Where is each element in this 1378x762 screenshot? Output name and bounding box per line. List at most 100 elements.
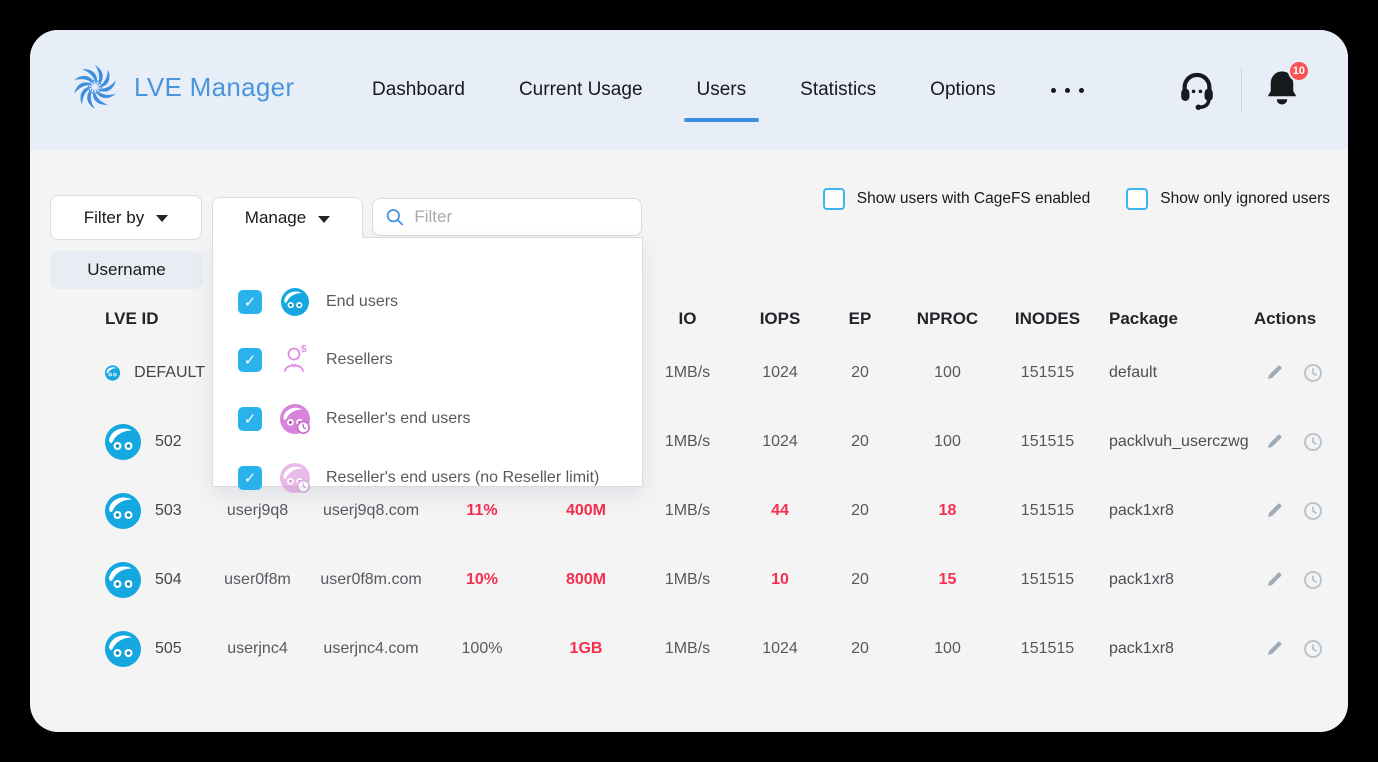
app-logo: LVE Manager — [70, 62, 294, 112]
col-header-inodes[interactable]: INODES — [1014, 309, 1081, 328]
ep-value: 20 — [851, 432, 869, 450]
dropdown-item-end-users[interactable]: ✓ End users — [213, 282, 642, 322]
ignored-users-checkbox[interactable] — [1126, 188, 1149, 210]
top-header: LVE Manager Dashboard Current Usage User… — [30, 30, 1348, 150]
col-header-package[interactable]: Package — [1109, 309, 1178, 328]
domain: userjnc4.com — [323, 639, 419, 657]
table-row: DEFAULT 1MB/s 1024 20 100 151515 default — [50, 338, 1330, 407]
svg-text:$: $ — [301, 344, 307, 355]
tab-statistics[interactable]: Statistics — [800, 79, 877, 100]
inodes-value: 151515 — [1020, 501, 1075, 519]
cpu-value: 100% — [461, 639, 503, 657]
col-header-iops[interactable]: IOPS — [759, 309, 801, 328]
dropdown-item-reseller-end-users[interactable]: ✓ Reseller's end users — [213, 399, 642, 439]
notifications-button[interactable]: 10 — [1264, 59, 1310, 113]
table-row: 502 1MB/s 1024 20 100 151515 packlvuh_us… — [50, 407, 1330, 476]
edit-pencil-icon[interactable] — [1264, 362, 1284, 384]
memory-value: 800M — [565, 570, 607, 588]
lve-logo-icon — [71, 64, 119, 110]
io-value: 1MB/s — [664, 432, 711, 450]
cagefs-checkbox[interactable] — [822, 188, 845, 210]
checked-checkbox[interactable]: ✓ — [238, 290, 262, 314]
col-header-ep[interactable]: EP — [848, 309, 872, 328]
cagefs-checkbox-label: Show users with CageFS enabled — [856, 190, 1091, 207]
end-user-avatar-icon — [105, 561, 141, 598]
history-clock-icon[interactable] — [1302, 362, 1324, 384]
chevron-down-icon — [156, 215, 169, 222]
col-header-nproc[interactable]: NPROC — [916, 309, 979, 328]
username: user0f8m — [224, 570, 291, 588]
reseller-end-user-icon — [280, 404, 310, 434]
edit-pencil-icon[interactable] — [1264, 638, 1284, 660]
package-name: default — [1109, 363, 1158, 381]
chevron-down-icon — [318, 215, 331, 223]
ignored-users-checkbox-item[interactable]: Show only ignored users — [1126, 188, 1330, 210]
dropdown-item-reseller-end-users-nolimit[interactable]: ✓ Reseller's end users (no Reseller limi… — [213, 458, 642, 498]
lve-id: 504 — [155, 570, 182, 588]
lve-id: DEFAULT — [134, 363, 205, 381]
app-window: LVE Manager Dashboard Current Usage User… — [30, 30, 1348, 732]
iops-value: 10 — [771, 570, 789, 588]
history-clock-icon[interactable] — [1302, 500, 1324, 522]
inodes-value: 151515 — [1020, 639, 1075, 657]
history-clock-icon[interactable] — [1302, 569, 1324, 591]
cagefs-checkbox-item[interactable]: Show users with CageFS enabled — [822, 188, 1091, 210]
table-row: 503 userj9q8 userj9q8.com 11% 400M 1MB/s… — [50, 476, 1330, 545]
lve-id: 502 — [155, 432, 182, 450]
ep-value: 20 — [851, 501, 869, 519]
memory-value: 400M — [565, 501, 607, 519]
notification-count-badge: 10 — [1287, 59, 1310, 82]
history-clock-icon[interactable] — [1302, 431, 1324, 453]
table-row: 504 user0f8m user0f8m.com 10% 800M 1MB/s… — [50, 545, 1330, 614]
tab-dashboard[interactable]: Dashboard — [372, 79, 465, 100]
more-menu-icon[interactable] — [1023, 30, 1112, 150]
dropdown-item-resellers[interactable]: ✓ $ Resellers — [213, 340, 642, 380]
package-name: pack1xr8 — [1109, 639, 1174, 657]
reseller-end-user-nolimit-icon — [280, 463, 310, 493]
edit-pencil-icon[interactable] — [1264, 569, 1284, 591]
filter-by-option-username[interactable]: Username — [50, 251, 203, 289]
support-headset-icon[interactable] — [1175, 68, 1219, 112]
nproc-value: 100 — [934, 432, 961, 450]
edit-pencil-icon[interactable] — [1264, 500, 1284, 522]
cpu-value: 11% — [466, 501, 498, 519]
tab-options[interactable]: Options — [930, 79, 996, 100]
end-user-avatar-icon — [105, 492, 141, 529]
end-user-avatar-icon — [105, 423, 141, 460]
lve-id: 503 — [155, 501, 182, 519]
active-tab-underline — [683, 118, 760, 122]
username: userj9q8 — [226, 501, 289, 519]
domain: userj9q8.com — [322, 501, 420, 519]
checked-checkbox[interactable]: ✓ — [238, 348, 262, 372]
tab-users[interactable]: Users — [670, 30, 774, 150]
io-value: 1MB/s — [664, 363, 711, 381]
iops-value: 1024 — [762, 639, 798, 657]
package-name: pack1xr8 — [1109, 570, 1174, 588]
filter-input[interactable] — [414, 207, 629, 227]
col-header-actions: Actions — [1253, 309, 1317, 328]
col-header-lve-id[interactable]: LVE ID — [105, 309, 159, 328]
package-name: packlvuh_userczwg — [1109, 432, 1249, 450]
logo-text: LVE Manager — [134, 71, 295, 102]
inodes-value: 151515 — [1020, 363, 1075, 381]
username: userjnc4 — [227, 639, 288, 657]
nproc-value: 100 — [934, 363, 961, 381]
manage-button[interactable]: Manage — [212, 197, 363, 238]
iops-value: 44 — [771, 501, 789, 519]
filter-by-button[interactable]: Filter by — [50, 195, 202, 240]
edit-pencil-icon[interactable] — [1264, 431, 1284, 453]
end-user-icon — [281, 288, 309, 316]
cpu-value: 10% — [465, 570, 499, 588]
reseller-icon: $ — [284, 344, 307, 372]
checked-checkbox[interactable]: ✓ — [238, 407, 262, 431]
end-user-avatar-icon — [105, 364, 121, 381]
package-name: pack1xr8 — [1109, 501, 1174, 519]
table-row: 505 userjnc4 userjnc4.com 100% 1GB 1MB/s… — [50, 614, 1330, 683]
col-header-io[interactable]: IO — [678, 309, 697, 328]
checked-checkbox[interactable]: ✓ — [238, 466, 262, 490]
tab-current-usage[interactable]: Current Usage — [518, 79, 643, 100]
filter-search-box — [372, 198, 642, 236]
history-clock-icon[interactable] — [1302, 638, 1324, 660]
io-value: 1MB/s — [664, 570, 711, 588]
ep-value: 20 — [851, 639, 869, 657]
